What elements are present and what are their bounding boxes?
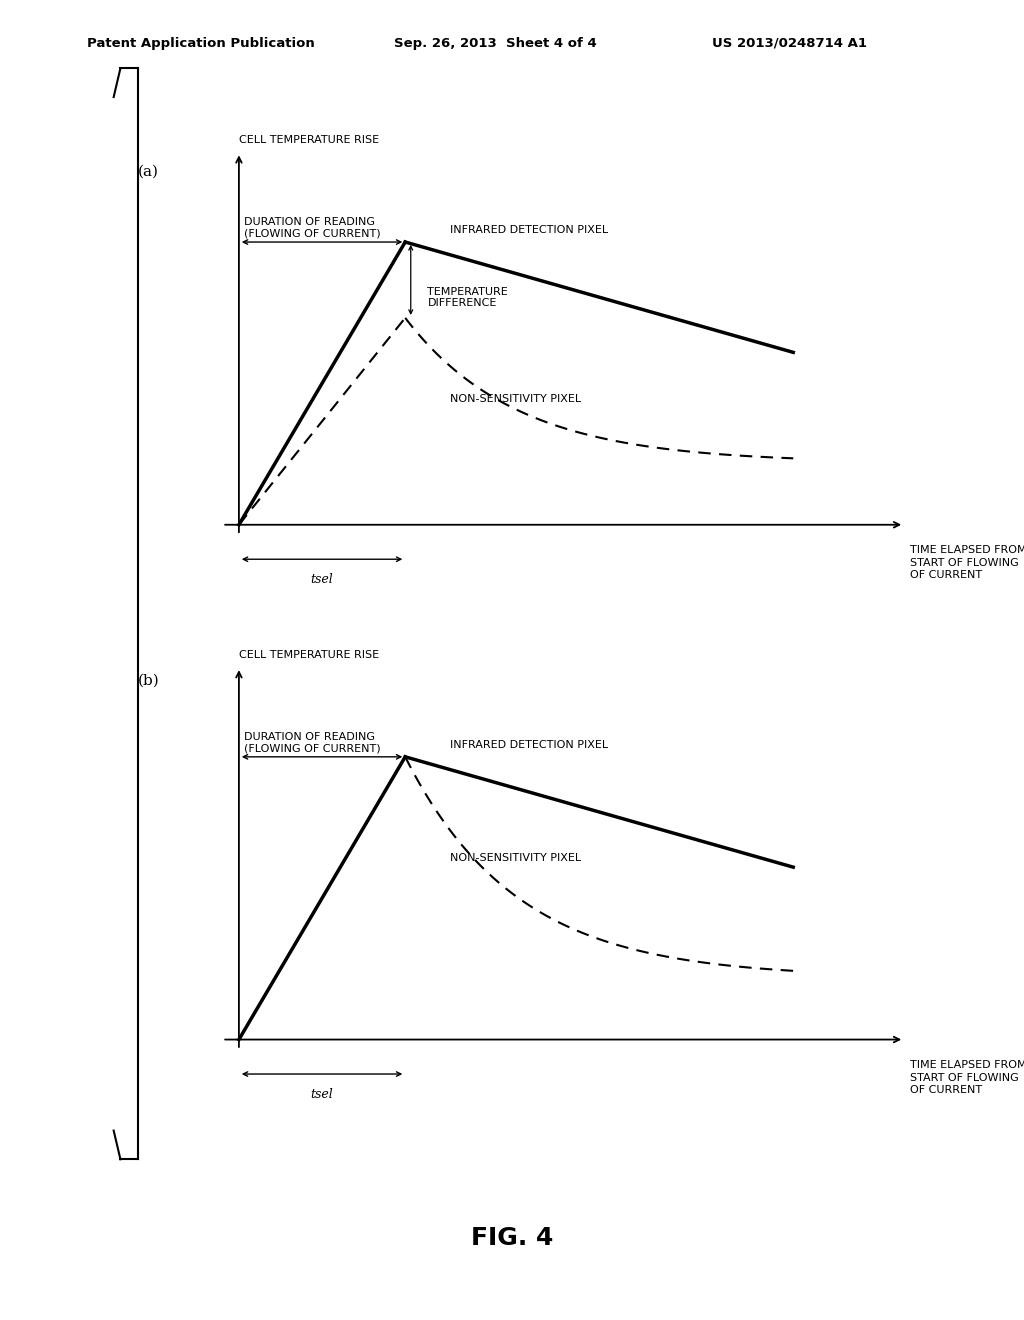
Text: Sep. 26, 2013  Sheet 4 of 4: Sep. 26, 2013 Sheet 4 of 4 <box>394 37 597 50</box>
Text: TIME ELAPSED FROM
START OF FLOWING
OF CURRENT: TIME ELAPSED FROM START OF FLOWING OF CU… <box>909 1060 1024 1096</box>
Text: DURATION OF READING
(FLOWING OF CURRENT): DURATION OF READING (FLOWING OF CURRENT) <box>245 216 381 239</box>
Text: INFRARED DETECTION PIXEL: INFRARED DETECTION PIXEL <box>450 741 607 750</box>
Text: INFRARED DETECTION PIXEL: INFRARED DETECTION PIXEL <box>450 226 607 235</box>
Text: (b): (b) <box>138 673 160 688</box>
Text: FIG. 4: FIG. 4 <box>471 1226 553 1250</box>
Text: CELL TEMPERATURE RISE: CELL TEMPERATURE RISE <box>239 136 379 145</box>
Text: NON-SENSITIVITY PIXEL: NON-SENSITIVITY PIXEL <box>450 393 581 404</box>
Text: DURATION OF READING
(FLOWING OF CURRENT): DURATION OF READING (FLOWING OF CURRENT) <box>245 731 381 754</box>
Text: CELL TEMPERATURE RISE: CELL TEMPERATURE RISE <box>239 651 379 660</box>
Text: tsel: tsel <box>310 573 334 586</box>
Text: Patent Application Publication: Patent Application Publication <box>87 37 314 50</box>
Text: tsel: tsel <box>310 1088 334 1101</box>
Text: NON-SENSITIVITY PIXEL: NON-SENSITIVITY PIXEL <box>450 853 581 863</box>
Text: (a): (a) <box>138 165 160 180</box>
Text: US 2013/0248714 A1: US 2013/0248714 A1 <box>712 37 866 50</box>
Text: TIME ELAPSED FROM
START OF FLOWING
OF CURRENT: TIME ELAPSED FROM START OF FLOWING OF CU… <box>909 545 1024 581</box>
Text: TEMPERATURE
DIFFERENCE: TEMPERATURE DIFFERENCE <box>427 286 508 309</box>
